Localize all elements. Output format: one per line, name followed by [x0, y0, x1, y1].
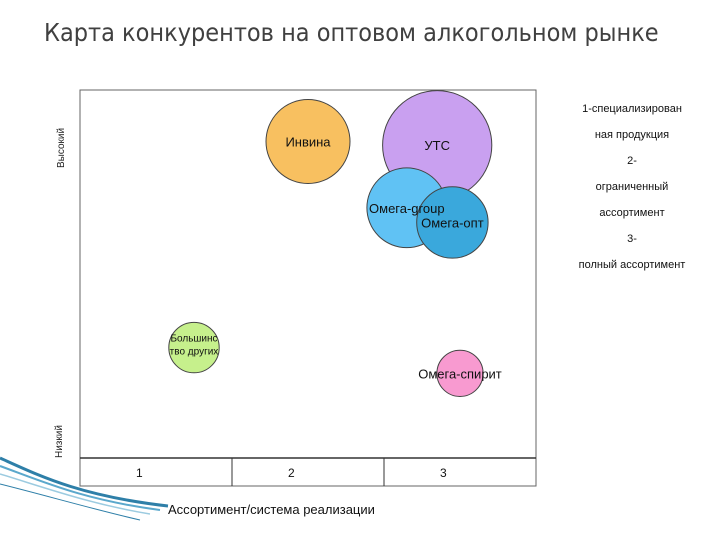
x-axis-label: Ассортимент/система реализации [168, 502, 375, 517]
legend-line: 3- [627, 233, 637, 245]
legend-line: ная продукция [594, 129, 670, 141]
legend: 1-специализирован ная продукция 2- огран… [548, 96, 716, 278]
bubble-label: Омега-group [369, 201, 445, 216]
x-tick-label: 3 [440, 466, 447, 480]
bubble [416, 186, 489, 259]
bubble-label: тво других [170, 347, 219, 358]
decorative-swoosh [0, 456, 169, 521]
bubble-label: Большинс [170, 334, 217, 345]
bubble-label: Омега-спирит [418, 366, 502, 381]
bubble-label: Омега-опт [421, 215, 484, 230]
legend-line: 2- [627, 155, 637, 167]
plot-frame [79, 89, 537, 487]
legend-line: 1-специализирован [582, 103, 682, 115]
x-tick-label: 1 [136, 466, 143, 480]
page-title: Карта конкурентов на оптовом алкогольном… [44, 18, 659, 47]
legend-line: ограниченный [595, 181, 669, 193]
x-tick-label: 2 [288, 466, 295, 480]
bubble-label: УТС [424, 138, 450, 153]
legend-line: полный ассортимент [578, 259, 686, 271]
bubble-label: Инвина [285, 135, 331, 150]
legend-line: ассортимент [599, 207, 665, 219]
bubble [265, 99, 351, 185]
bubble [436, 349, 484, 397]
bubble [168, 321, 220, 374]
